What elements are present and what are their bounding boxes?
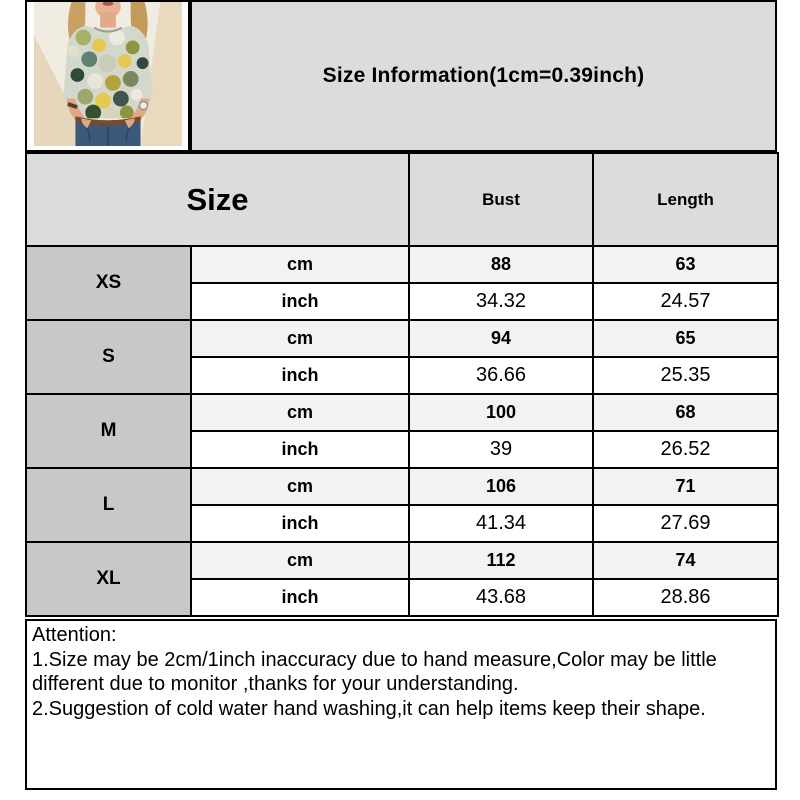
size-information-title: Size Information(1cm=0.39inch) bbox=[190, 0, 777, 152]
unit-cell: cm bbox=[190, 467, 410, 506]
length-inch-l: 27.69 bbox=[592, 504, 779, 543]
bust-inch-l: 41.34 bbox=[408, 504, 594, 543]
table-row-s-inch: inch 36.66 25.35 bbox=[26, 356, 779, 395]
unit-cell: inch bbox=[190, 578, 410, 617]
unit-cell: cm bbox=[190, 393, 410, 432]
top-row: Size Information(1cm=0.39inch) bbox=[25, 0, 777, 152]
size-table: Size Bust Length XS cm 88 63 inch 34.32 … bbox=[25, 152, 779, 617]
bust-cm-m: 100 bbox=[408, 393, 594, 432]
size-label-l: L bbox=[25, 467, 192, 543]
length-cm-xl: 74 bbox=[592, 541, 779, 580]
unit-cell: inch bbox=[190, 504, 410, 543]
size-table-header-row: Size Bust Length bbox=[25, 152, 779, 247]
unit-cell: inch bbox=[190, 430, 410, 469]
unit-cell: inch bbox=[190, 282, 410, 321]
bust-inch-m: 39 bbox=[408, 430, 594, 469]
length-inch-s: 25.35 bbox=[592, 356, 779, 395]
column-header-length: Length bbox=[592, 152, 779, 247]
length-cm-xs: 63 bbox=[592, 245, 779, 284]
bust-inch-xs: 34.32 bbox=[408, 282, 594, 321]
attention-box: Attention: 1.Size may be 2cm/1inch inacc… bbox=[25, 619, 777, 790]
unit-cell: cm bbox=[190, 319, 410, 358]
column-header-bust: Bust bbox=[408, 152, 594, 247]
length-inch-m: 26.52 bbox=[592, 430, 779, 469]
product-photo bbox=[25, 0, 190, 152]
size-chart-sheet: Size Information(1cm=0.39inch) Size Bust… bbox=[25, 0, 779, 790]
table-row-l-cm: L cm 106 71 bbox=[25, 467, 779, 543]
unit-cell: cm bbox=[190, 541, 410, 580]
bust-cm-s: 94 bbox=[408, 319, 594, 358]
table-row-xs-cm: XS cm 88 63 bbox=[25, 245, 779, 321]
attention-title: Attention: bbox=[32, 624, 117, 646]
bust-cm-l: 106 bbox=[408, 467, 594, 506]
bust-inch-s: 36.66 bbox=[408, 356, 594, 395]
bust-inch-xl: 43.68 bbox=[408, 578, 594, 617]
table-row-m-cm: M cm 100 68 bbox=[25, 393, 779, 469]
table-row-s-cm: S cm 94 65 bbox=[25, 319, 779, 395]
size-label-xs: XS bbox=[25, 245, 192, 321]
length-cm-l: 71 bbox=[592, 467, 779, 506]
column-header-size: Size bbox=[25, 152, 410, 247]
bust-cm-xs: 88 bbox=[408, 245, 594, 284]
attention-note-2: 2.Suggestion of cold water hand washing,… bbox=[32, 697, 706, 720]
unit-cell: cm bbox=[190, 245, 410, 284]
table-row-xs-inch: inch 34.32 24.57 bbox=[26, 282, 779, 321]
table-row-xl-inch: inch 43.68 28.86 bbox=[26, 578, 779, 617]
table-row-l-inch: inch 41.34 27.69 bbox=[26, 504, 779, 543]
length-inch-xs: 24.57 bbox=[592, 282, 779, 321]
size-label-s: S bbox=[25, 319, 192, 395]
table-row-xl-cm: XL cm 112 74 bbox=[25, 541, 779, 617]
size-label-m: M bbox=[25, 393, 192, 469]
product-photo-illustration bbox=[34, 2, 182, 146]
length-cm-m: 68 bbox=[592, 393, 779, 432]
size-label-xl: XL bbox=[25, 541, 192, 617]
attention-note-1: 1.Size may be 2cm/1inch inaccuracy due t… bbox=[32, 648, 717, 696]
unit-cell: inch bbox=[190, 356, 410, 395]
table-row-m-inch: inch 39 26.52 bbox=[26, 430, 779, 469]
length-cm-s: 65 bbox=[592, 319, 779, 358]
length-inch-xl: 28.86 bbox=[592, 578, 779, 617]
bust-cm-xl: 112 bbox=[408, 541, 594, 580]
